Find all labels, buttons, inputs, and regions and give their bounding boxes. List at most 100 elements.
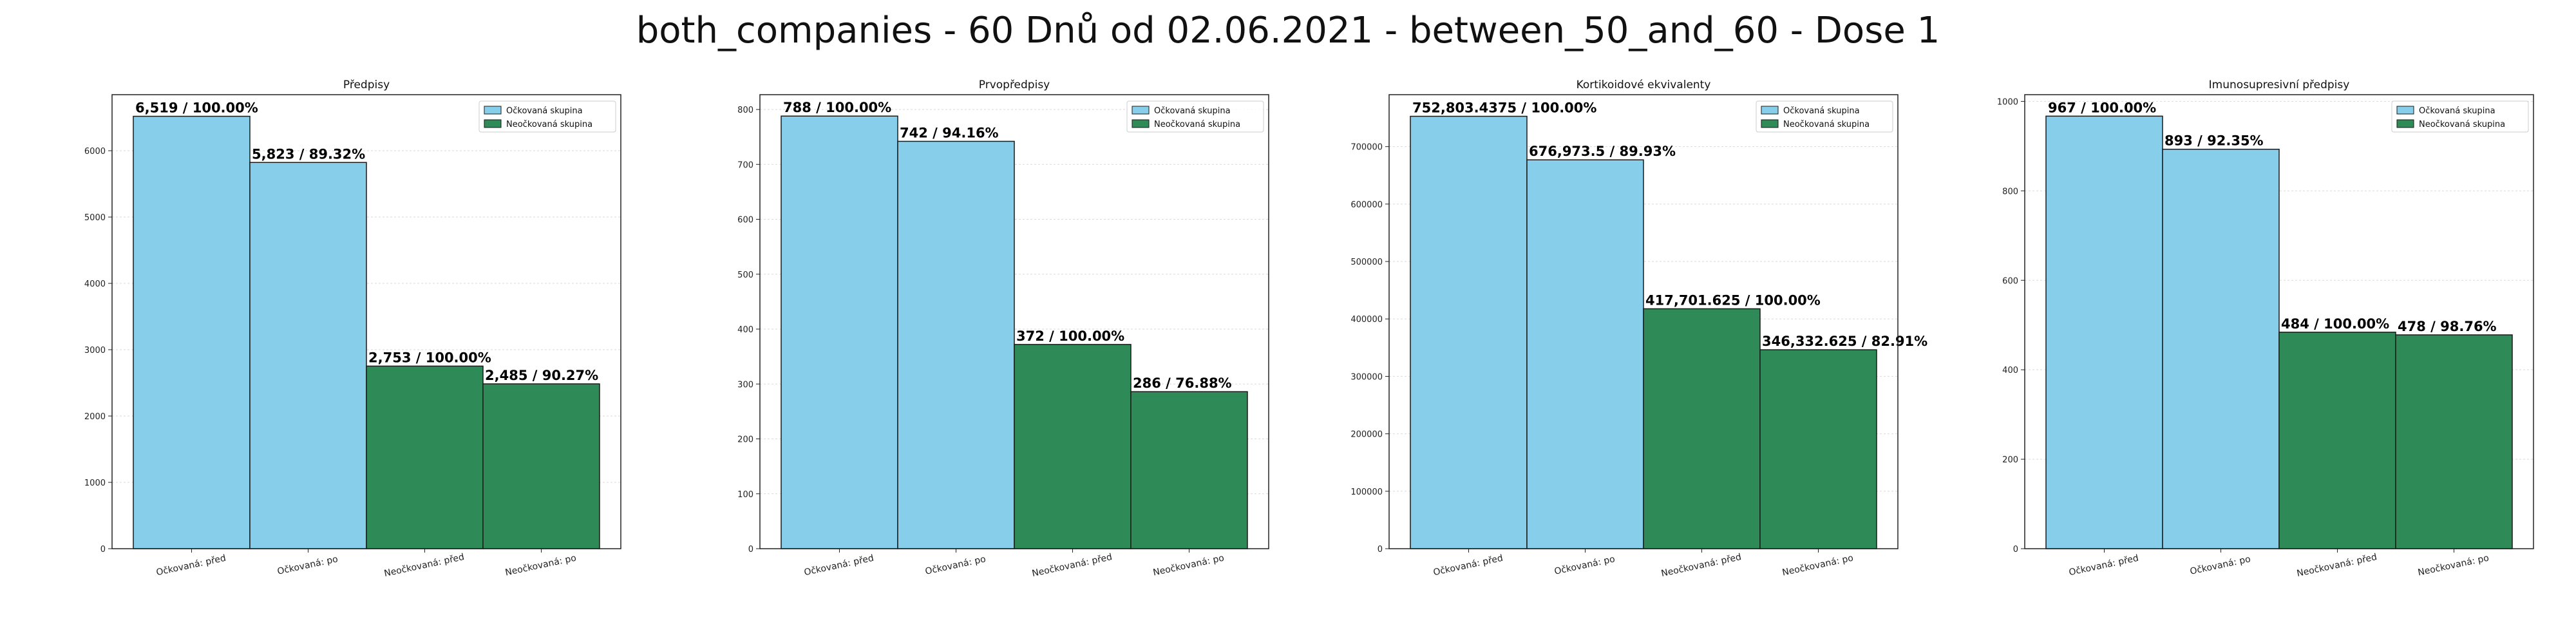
x-tick-label: Očkovaná: před [2068, 553, 2139, 578]
data-label: 484 / 100.00% [2281, 316, 2389, 332]
data-label: 5,823 / 89.32% [252, 146, 365, 162]
data-label: 417,701.625 / 100.00% [1645, 292, 1821, 308]
y-tick-label: 400 [737, 325, 753, 335]
x-tick-label: Neočkovaná: po [2417, 553, 2490, 578]
x-tick-label: Neočkovaná: před [1031, 552, 1113, 579]
y-tick-label: 100000 [1350, 488, 1383, 497]
y-tick-label: 700 [737, 160, 753, 170]
page-title: both_companies - 60 Dnů od 02.06.2021 - … [636, 10, 1940, 52]
x-tick-label: Očkovaná: po [276, 554, 339, 577]
data-label: 676,973.5 / 89.93% [1529, 144, 1676, 159]
panel-title: Imunosupresivní předpisy [2209, 79, 2350, 91]
data-label: 286 / 76.88% [1133, 375, 1232, 391]
x-tick-label: Neočkovaná: před [1660, 552, 1742, 579]
y-tick-label: 3000 [84, 346, 106, 355]
x-tick-label: Neočkovaná: před [2296, 552, 2378, 579]
y-tick-label: 500000 [1350, 258, 1383, 267]
data-label: 2,485 / 90.27% [485, 368, 598, 383]
data-label: 372 / 100.00% [1016, 328, 1124, 344]
data-label: 893 / 92.35% [2164, 133, 2264, 149]
y-tick-label: 700000 [1350, 143, 1383, 153]
plot-frame [2024, 94, 2534, 549]
legend-swatch [484, 106, 502, 115]
data-label: 478 / 98.76% [2398, 319, 2497, 334]
legend-label: Neočkovaná skupina [1154, 120, 1240, 129]
y-tick-label: 5000 [84, 213, 106, 223]
legend-swatch [2396, 119, 2414, 128]
bar [781, 115, 898, 549]
y-tick-label: 0 [2013, 545, 2018, 554]
bar [1643, 308, 1761, 549]
plot-frame [1388, 94, 1899, 549]
data-label: 346,332.625 / 82.91% [1762, 334, 1927, 349]
legend-swatch [1761, 106, 1779, 115]
data-label: 742 / 94.16% [900, 125, 999, 140]
legend-box [1756, 100, 1893, 133]
y-tick-label: 4000 [84, 279, 106, 289]
bar [1759, 349, 1877, 549]
legend-box [2391, 100, 2529, 133]
legend-label: Očkovaná skupina [2419, 106, 2496, 116]
chart-panel-4: 967 / 100.00% Očkovaná: před 893 / 92.35% O… [1997, 79, 2534, 579]
x-tick-label: Očkovaná: před [803, 553, 875, 578]
bar [2395, 334, 2513, 549]
legend-label: Neočkovaná skupina [506, 120, 592, 129]
x-tick-label: Očkovaná: před [1432, 553, 1504, 578]
chart-panel-3: 752,803.4375 / 100.00% Očkovaná: před 676,… [1350, 79, 1927, 579]
y-tick-label: 400 [2002, 366, 2018, 375]
panel-title: Kortikoidové ekvivalenty [1577, 79, 1711, 91]
panel-title: Prvopředpisy [979, 79, 1050, 91]
x-tick-label: Očkovaná: před [155, 553, 227, 578]
x-tick-label: Neočkovaná: po [504, 553, 577, 578]
bar [482, 383, 600, 549]
bar [366, 365, 484, 549]
y-tick-label: 300000 [1350, 372, 1383, 382]
bar [1014, 344, 1132, 549]
y-tick-label: 200000 [1350, 430, 1383, 440]
legend-label: Očkovaná skupina [1783, 106, 1860, 116]
x-tick-label: Očkovaná: po [1553, 554, 1616, 577]
chart-panel-2: 788 / 100.00% Očkovaná: před 742 / 94.16% O… [737, 79, 1269, 579]
y-tick-label: 500 [737, 270, 753, 280]
data-label: 788 / 100.00% [783, 100, 891, 115]
legend-swatch [2396, 106, 2414, 115]
bar [2162, 148, 2280, 549]
y-tick-label: 800 [2002, 187, 2018, 196]
y-tick-label: 600 [737, 216, 753, 225]
plot-frame [759, 94, 1269, 549]
legend-label: Neočkovaná skupina [2419, 120, 2505, 129]
chart-panel-1: 6,519 / 100.00% Očkovaná: před 5,823 / 89.… [84, 79, 621, 579]
y-tick-label: 200 [737, 435, 753, 445]
legend-swatch [1761, 119, 1779, 128]
y-tick-label: 0 [1378, 545, 1383, 554]
y-tick-label: 0 [100, 545, 106, 554]
y-tick-label: 0 [748, 545, 753, 554]
legend-swatch [1132, 106, 1150, 115]
y-tick-label: 200 [2002, 455, 2018, 465]
x-tick-label: Očkovaná: po [2189, 554, 2251, 577]
x-tick-label: Neočkovaná: po [1152, 553, 1225, 578]
y-tick-label: 600000 [1350, 200, 1383, 210]
bar [249, 162, 367, 549]
x-tick-label: Neočkovaná: po [1781, 553, 1854, 578]
bar [133, 115, 251, 549]
bar [897, 140, 1015, 549]
panel-title: Předpisy [343, 79, 390, 91]
bar [2045, 115, 2163, 549]
bar [1130, 391, 1248, 549]
y-tick-label: 400000 [1350, 315, 1383, 325]
legend-box [1126, 100, 1264, 133]
y-tick-label: 6000 [84, 147, 106, 156]
y-tick-label: 100 [737, 490, 753, 500]
legend-label: Neočkovaná skupina [1783, 120, 1870, 129]
y-tick-label: 2000 [84, 412, 106, 422]
data-label: 752,803.4375 / 100.00% [1412, 100, 1596, 116]
bar [1410, 115, 1528, 549]
x-tick-label: Neočkovaná: před [383, 552, 465, 579]
y-tick-label: 1000 [84, 478, 106, 488]
bar [2278, 332, 2396, 549]
y-tick-label: 800 [737, 106, 753, 115]
y-tick-label: 600 [2002, 276, 2018, 286]
data-label: 967 / 100.00% [2048, 100, 2156, 115]
